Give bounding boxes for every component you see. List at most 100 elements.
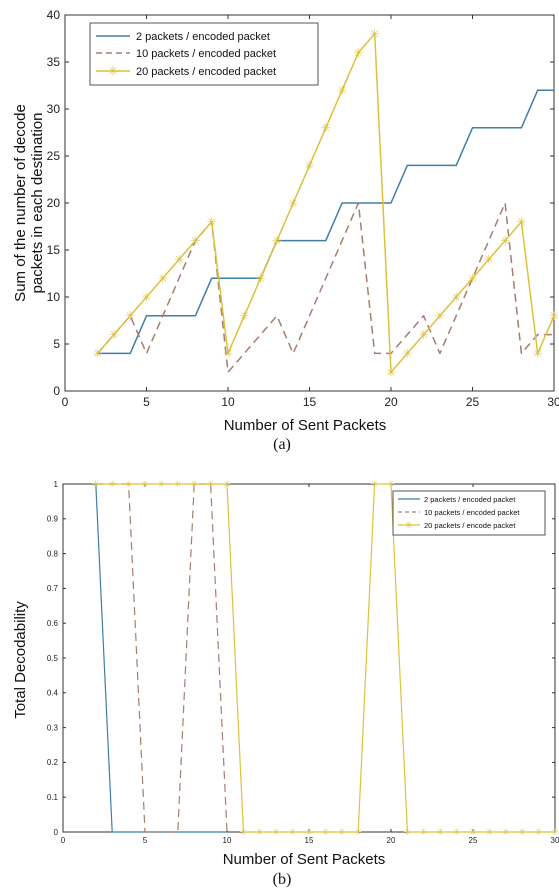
chart-b-series-3-point: ✳	[551, 827, 559, 837]
chart-b-ytick-label: 0.6	[47, 619, 59, 628]
chart-a-series-2-line	[97, 202, 554, 373]
chart-a-legend-label-1: 2 packets / encoded packet	[136, 31, 270, 43]
chart-a-xtick-label: 15	[303, 395, 317, 409]
chart-a-series-3-point: ✳	[223, 347, 233, 361]
chart-b-ytick-label: 1	[54, 480, 59, 489]
chart-b-legend-label-1: 2 packets / encoded packet	[424, 495, 516, 504]
chart-a-series-3-point: ✳	[549, 309, 559, 323]
chart-b-ytick-label: 0.7	[47, 584, 59, 593]
chart-a-series-3-point: ✳	[419, 328, 429, 342]
chart-a-series-3-point: ✳	[484, 253, 494, 267]
chart-b-ytick-label: 0.8	[47, 549, 59, 558]
chart-b-xtick-label: 20	[387, 836, 396, 845]
chart-a-series-3-point: ✳	[467, 272, 477, 286]
chart-b-ytick-label: 0.9	[47, 515, 59, 524]
chart-a-series-3-point: ✳	[174, 253, 184, 267]
chart-a-ytick-label: 25	[47, 149, 61, 163]
chart-a-ylabel-line2: packets in each destination	[29, 113, 46, 294]
chart-b-ytick-label: 0.5	[47, 654, 59, 663]
chart-a-legend-label-2: 10 packets / encoded packet	[136, 48, 276, 60]
chart-a-series-1-line	[97, 89, 554, 355]
chart-a-series-3-point: ✳	[435, 309, 445, 323]
chart-a-series-3-point: ✳	[402, 347, 412, 361]
chart-b-ylabel: Total Decodability	[12, 601, 29, 719]
chart-a-ylabel-line1: Sum of the number of decode	[12, 104, 29, 302]
chart-b-series-3-point: ✳	[469, 827, 477, 837]
chart-b-series-3-point: ✳	[387, 479, 395, 489]
chart-a-series-3-point: ✳	[516, 215, 526, 229]
chart-b-series-3-point: ✳	[240, 827, 248, 837]
chart-b-series-3-point: ✳	[535, 827, 543, 837]
chart-a-series-3-point: ✳	[304, 159, 314, 173]
chart-b-series-3-point: ✳	[190, 479, 198, 489]
chart-b-series-3-point: ✳	[174, 479, 182, 489]
chart-b-series-3-point: ✳	[108, 479, 116, 489]
chart-a-ytick-label: 30	[47, 102, 61, 116]
chart-a-series: ✳ ✳ ✳ ✳ ✳ ✳ ✳ ✳ ✳ ✳ ✳ ✳ ✳ ✳ ✳ ✳ ✳ ✳ ✳ ✳ ✳ ✳ ✳ ✳ ✳ ✳ ✳ ✳ ✳	[93, 27, 559, 379]
chart-b-ytick-label: 0.4	[47, 689, 59, 698]
chart-a-ytick-label: 10	[47, 290, 61, 304]
chart-a-series-3-point: ✳	[386, 366, 396, 380]
chart-b-series-3-point: ✳	[502, 827, 510, 837]
chart-b-series-3-point: ✳	[256, 827, 264, 837]
chart-b-series-3-point: ✳	[141, 479, 149, 489]
chart-b-series-3-point: ✳	[272, 827, 280, 837]
chart-a-ytick-label: 15	[47, 243, 61, 257]
chart-b-xtick-label: 0	[61, 836, 66, 845]
chart-b-ytick-label: 0.1	[47, 793, 59, 802]
chart-b-ytick-label: 0.3	[47, 723, 59, 732]
chart-b-xlabel: Number of Sent Packets	[223, 851, 386, 868]
chart-a-series-3-point: ✳	[337, 84, 347, 98]
chart-a-xtick-label: 25	[466, 395, 480, 409]
chart-b-legend-label-3: 20 packets / encode packet	[424, 521, 516, 530]
chart-a-ytick-label: 20	[47, 196, 61, 210]
chart-a-series-3-point: ✳	[500, 234, 510, 248]
chart-b-series-3-point: ✳	[125, 479, 133, 489]
chart-a-ytick-label: 35	[47, 55, 61, 69]
chart-b-series-3-point: ✳	[404, 827, 412, 837]
chart-a-series-3-point: ✳	[93, 347, 103, 361]
chart-b-xtick-label: 5	[143, 836, 148, 845]
chart-b-ytick-label: 0	[54, 828, 59, 837]
chart-b-xtick-label: 30	[551, 836, 559, 845]
chart-a-series-3-point: ✳	[109, 328, 119, 342]
chart-b-series-3-point: ✳	[354, 827, 362, 837]
chart-a-series-3-point: ✳	[158, 272, 168, 286]
chart-b-series-3-point: ✳	[322, 827, 330, 837]
chart-a-xlabel: Number of Sent Packets	[224, 417, 387, 434]
chart-b-series-3-point: ✳	[436, 827, 444, 837]
chart-a-ytick-label: 5	[53, 337, 60, 351]
chart-a-legend: 2 packets / encoded packet 10 packets / …	[89, 22, 319, 86]
chart-a-series-3-point: ✳	[272, 234, 282, 248]
chart-b-series-3-line	[95, 483, 555, 833]
chart-b-series-3-point: ✳	[92, 479, 100, 489]
chart-a-ticks: 0 5 10 15 20 25 30 0 5 10 15 20 25 30 35 40	[47, 8, 559, 409]
chart-b-legend-label-2: 10 packets / encoded packet	[424, 508, 520, 517]
chart-b-series-3-point: ✳	[338, 827, 346, 837]
chart-a-series-3-line	[97, 33, 555, 373]
chart-a-legend-box	[89, 22, 319, 86]
chart-a-series-3-point: ✳	[321, 121, 331, 135]
chart-a-ytick-label: 0	[53, 384, 60, 398]
chart-b-series-3-point: ✳	[289, 827, 297, 837]
chart-a-series-3-point: ✳	[207, 215, 217, 229]
chart-b-legend-marker-3: ✳	[405, 521, 413, 532]
chart-b-series-3-point: ✳	[453, 827, 461, 837]
chart-a-xtick-label: 20	[384, 395, 398, 409]
chart-b-ytick-label: 0.2	[47, 758, 59, 767]
chart-a-series-3-point: ✳	[141, 290, 151, 304]
chart-b-legend-box	[392, 490, 546, 536]
chart-b-series-3-point: ✳	[158, 479, 166, 489]
chart-b-series-3-point: ✳	[305, 827, 313, 837]
chart-b-series: ✳ ✳ ✳ ✳ ✳ ✳ ✳ ✳ ✳ ✳ ✳ ✳ ✳ ✳ ✳ ✳ ✳ ✳ ✳ ✳ ✳ ✳ ✳ ✳ ✳ ✳ ✳ ✳ ✳	[92, 479, 559, 837]
chart-a-xtick-label: 30	[547, 395, 559, 409]
chart-a-series-3-point: ✳	[353, 46, 363, 60]
chart-a-series-3-point: ✳	[256, 272, 266, 286]
chart-a-ytick-label: 40	[47, 8, 61, 22]
chart-b-xtick-label: 10	[223, 836, 232, 845]
chart-b-caption: (b)	[273, 871, 292, 888]
chart-b-series-3-point: ✳	[207, 479, 215, 489]
chart-b-ticks: 0 5 10 15 20 25 30 0 0.1 0.2 0.3 0.4 0.5 0.6 0.7 0.8 0.9…	[47, 480, 559, 845]
